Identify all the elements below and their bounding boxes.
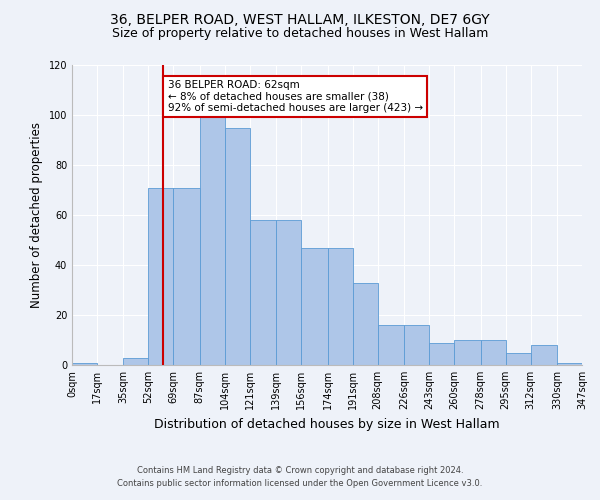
Bar (530, 345, 557, 365)
Bar (582, 360, 600, 365)
Bar (72, 362, 97, 365)
Text: Size of property relative to detached houses in West Hallam: Size of property relative to detached ho… (112, 28, 488, 40)
Bar (124, 358, 148, 365)
Bar (404, 325, 429, 365)
Bar (582, 362, 600, 365)
Bar (481, 340, 506, 365)
Bar (276, 220, 301, 365)
Bar (454, 340, 481, 365)
Text: Contains HM Land Registry data © Crown copyright and database right 2024.
Contai: Contains HM Land Registry data © Crown c… (118, 466, 482, 487)
Bar (200, 115, 225, 365)
Bar (148, 188, 173, 365)
Bar (557, 362, 582, 365)
Bar (353, 282, 378, 365)
Bar (328, 248, 353, 365)
Bar (506, 352, 530, 365)
Bar (582, 362, 600, 365)
Bar (250, 220, 276, 365)
X-axis label: Distribution of detached houses by size in West Hallam: Distribution of detached houses by size … (154, 418, 500, 430)
Text: 36 BELPER ROAD: 62sqm
← 8% of detached houses are smaller (38)
92% of semi-detac: 36 BELPER ROAD: 62sqm ← 8% of detached h… (167, 80, 422, 113)
Bar (225, 128, 250, 365)
Bar (173, 188, 200, 365)
Bar (301, 248, 328, 365)
Bar (378, 325, 404, 365)
Bar (582, 360, 600, 365)
Y-axis label: Number of detached properties: Number of detached properties (30, 122, 43, 308)
Text: 36, BELPER ROAD, WEST HALLAM, ILKESTON, DE7 6GY: 36, BELPER ROAD, WEST HALLAM, ILKESTON, … (110, 12, 490, 26)
Bar (429, 342, 454, 365)
